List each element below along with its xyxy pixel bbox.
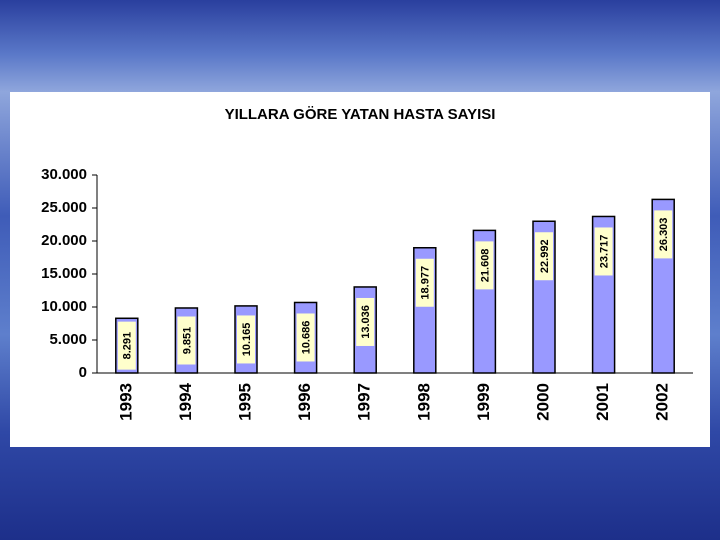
- value-label: 13.036: [360, 305, 372, 339]
- x-tick-group: 1994: [176, 382, 195, 420]
- value-label-box: [177, 316, 196, 365]
- value-label-box: [117, 321, 136, 370]
- x-tick-label: 1995: [235, 383, 254, 421]
- y-tick-label: 25.000: [41, 199, 87, 216]
- value-label-box: [356, 297, 375, 346]
- x-tick-label: 1997: [355, 383, 374, 421]
- value-label-group: 9.851: [177, 316, 196, 365]
- value-label-group: 18.977: [415, 258, 434, 307]
- x-tick-label: 1998: [414, 383, 433, 421]
- x-tick-group: 1996: [295, 383, 314, 421]
- value-label-box: [594, 227, 613, 276]
- value-label: 23.717: [599, 235, 611, 269]
- value-label: 10.686: [301, 321, 313, 355]
- value-label-group: 21.608: [475, 241, 494, 290]
- value-label-group: 26.303: [654, 210, 673, 259]
- x-tick-label: 1993: [116, 383, 135, 421]
- y-tick-label: 15.000: [41, 265, 87, 282]
- x-tick-group: 1995: [235, 383, 254, 421]
- x-tick-label: 2000: [533, 383, 552, 421]
- value-label-box: [296, 313, 315, 362]
- x-tick-group: 2001: [593, 383, 612, 421]
- value-label-group: 22.992: [535, 232, 553, 281]
- x-tick-group: 1997: [355, 383, 374, 421]
- x-tick-label: 2002: [653, 383, 672, 421]
- x-tick-group: 1998: [414, 383, 433, 421]
- x-tick-group: 1999: [474, 383, 493, 421]
- value-label-group: 10.165: [237, 315, 255, 364]
- value-label: 8.291: [122, 332, 134, 360]
- value-label: 22.992: [539, 239, 551, 273]
- value-label: 10.165: [241, 323, 253, 357]
- y-tick-label: 5.000: [49, 331, 87, 348]
- value-label-group: 13.036: [356, 297, 375, 346]
- value-label-box: [654, 210, 673, 259]
- y-tick-label: 30.000: [41, 166, 87, 183]
- x-tick-label: 1996: [295, 383, 314, 421]
- x-tick-label: 1999: [474, 383, 493, 421]
- y-tick-label: 0: [79, 364, 87, 381]
- value-label-group: 10.686: [296, 313, 315, 362]
- x-tick-group: 1993: [116, 383, 135, 421]
- value-label-box: [475, 241, 494, 290]
- x-tick-label: 2001: [593, 383, 612, 421]
- x-tick-label: 1994: [176, 382, 195, 420]
- value-label-box: [535, 232, 553, 281]
- chart-title: YILLARA GÖRE YATAN HASTA SAYISI: [225, 106, 496, 123]
- value-label-group: 8.291: [117, 321, 136, 370]
- x-tick-group: 2002: [653, 383, 672, 421]
- y-tick-label: 20.000: [41, 232, 87, 249]
- x-tick-group: 2000: [533, 383, 552, 421]
- value-label-box: [415, 258, 434, 307]
- y-tick-label: 10.000: [41, 298, 87, 315]
- value-label: 21.608: [479, 249, 491, 283]
- value-label: 18.977: [420, 266, 432, 300]
- value-label-group: 23.717: [594, 227, 613, 276]
- value-label: 9.851: [181, 327, 193, 355]
- value-label-box: [237, 315, 255, 364]
- value-label: 26.303: [658, 218, 670, 252]
